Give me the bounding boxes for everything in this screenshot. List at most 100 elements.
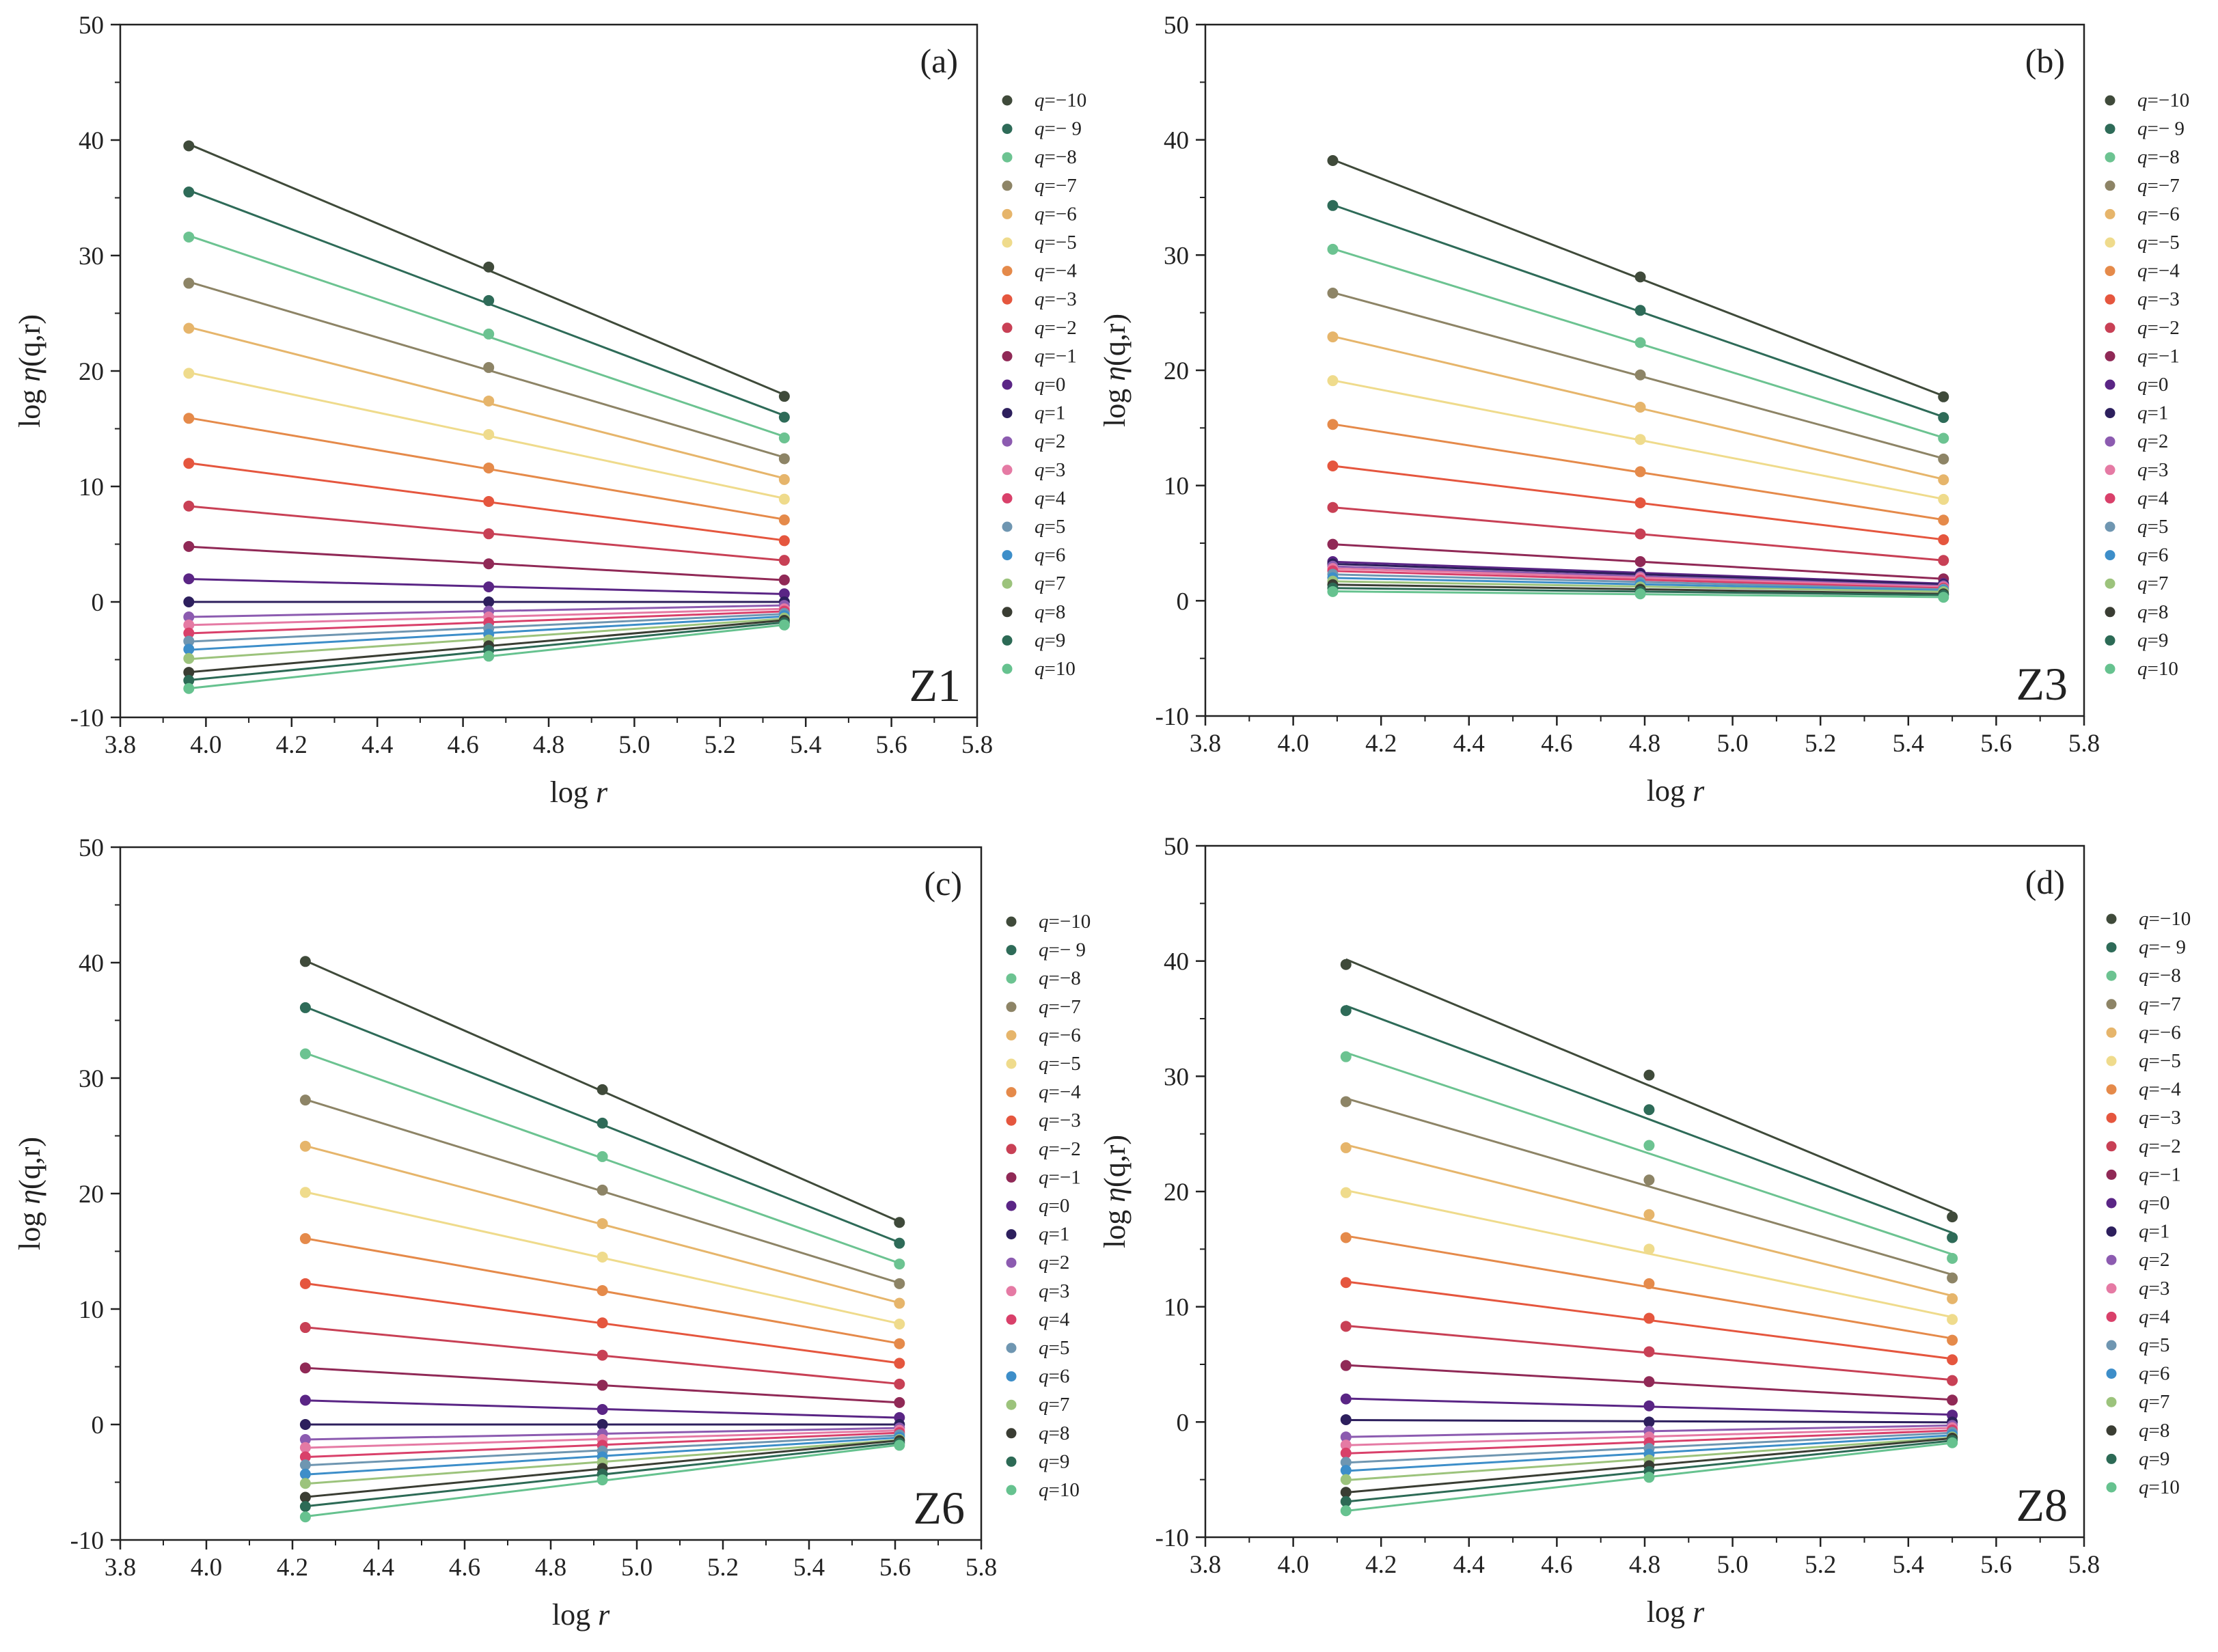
legend-label: q=3: [1035, 459, 1065, 481]
data-point: [1947, 1375, 1958, 1386]
data-point: [1634, 271, 1646, 283]
data-point: [483, 462, 495, 473]
data-point: [299, 1478, 311, 1489]
legend-marker: [1002, 95, 1013, 106]
legend-marker: [1002, 663, 1013, 674]
legend-marker: [1002, 408, 1013, 419]
legend-label: q=−4: [1039, 1082, 1081, 1103]
legend-marker: [1006, 1002, 1017, 1013]
fit-line-q=−10: [1345, 958, 1953, 1213]
data-point: [1643, 1209, 1655, 1220]
legend-marker: [2105, 493, 2116, 504]
legend-label: q=7: [1035, 573, 1065, 594]
zone-label: Z1: [909, 659, 961, 711]
legend-marker: [2105, 663, 2116, 674]
panel-label: (d): [2025, 863, 2065, 901]
legend-marker: [1006, 1371, 1017, 1382]
data-point: [597, 1251, 608, 1263]
y-tick-label: -10: [1155, 1524, 1189, 1552]
legend-label: q=2: [2137, 430, 2168, 452]
data-point: [894, 1396, 905, 1408]
data-point: [1340, 1474, 1352, 1485]
data-point: [1938, 474, 1949, 486]
data-point: [1340, 1447, 1352, 1459]
data-point: [299, 1322, 311, 1334]
legend-marker: [2106, 1368, 2117, 1379]
legend-label: q=5: [2139, 1334, 2169, 1356]
legend-label: q=− 9: [2139, 937, 2186, 959]
x-tick-label: 5.6: [1980, 730, 2012, 758]
data-point: [483, 650, 495, 662]
y-tick-label: 50: [1164, 833, 1189, 861]
fit-line-q=−6: [1345, 1144, 1953, 1297]
legend-label: q=1: [2139, 1221, 2169, 1243]
data-point: [483, 395, 495, 407]
legend-label: q=9: [2137, 629, 2168, 651]
data-point: [597, 1284, 608, 1296]
legend-label: q=−7: [2137, 175, 2180, 197]
legend-label: q=1: [1035, 402, 1065, 424]
data-point: [894, 1318, 905, 1330]
data-point: [483, 558, 495, 570]
legend-label: q=−3: [1035, 288, 1077, 310]
data-point: [483, 528, 495, 540]
data-point: [1327, 501, 1339, 513]
legend-marker: [1006, 1257, 1017, 1268]
data-point: [299, 1511, 311, 1523]
data-point: [183, 627, 195, 639]
legend-marker: [2105, 550, 2116, 561]
data-point: [1340, 959, 1352, 970]
legend-label: q=−4: [2137, 260, 2180, 282]
x-tick-label: 4.8: [1629, 1551, 1660, 1579]
data-point: [778, 493, 790, 505]
legend-label: q=−10: [1035, 90, 1086, 111]
data-point: [1327, 287, 1339, 299]
data-point: [778, 535, 790, 547]
data-point: [1643, 1069, 1655, 1081]
data-point: [1947, 1211, 1958, 1223]
legend-label: q=0: [1035, 374, 1065, 396]
legend-marker: [1006, 1343, 1017, 1353]
data-point: [1643, 1104, 1655, 1116]
legend-label: q=−3: [1039, 1110, 1081, 1131]
legend-label: q=−5: [2139, 1050, 2181, 1072]
data-point: [299, 1233, 311, 1244]
data-point: [1643, 1174, 1655, 1186]
legend-label: q=−4: [2139, 1079, 2181, 1101]
legend-marker: [1006, 1286, 1017, 1297]
x-tick-label: 4.8: [533, 731, 564, 759]
data-point: [183, 140, 195, 152]
legend-marker: [2106, 1283, 2117, 1294]
legend-label: q=8: [1039, 1422, 1069, 1444]
data-point: [1643, 1472, 1655, 1483]
legend-label: q=1: [1039, 1224, 1069, 1245]
legend-label: q=8: [1035, 601, 1065, 623]
y-tick-label: 20: [79, 358, 104, 386]
x-tick-label: 4.4: [1453, 730, 1485, 758]
legend-label: q=−8: [2137, 146, 2180, 168]
x-tick-label: 4.6: [447, 731, 478, 759]
x-tick-label: 3.8: [105, 1554, 136, 1582]
data-point: [1938, 514, 1949, 526]
legend-label: q=10: [1039, 1479, 1080, 1501]
legend-marker: [1002, 152, 1013, 163]
fit-line-q=− 9: [1345, 1004, 1953, 1234]
x-axis-title: log r: [1647, 1595, 1705, 1629]
x-tick-label: 5.0: [621, 1554, 653, 1582]
data-point: [299, 1187, 311, 1198]
x-tick-label: 4.0: [1277, 1551, 1309, 1579]
legend-marker: [2105, 578, 2116, 589]
data-point: [894, 1338, 905, 1349]
x-tick-label: 5.8: [966, 1554, 997, 1582]
data-point: [597, 1151, 608, 1162]
data-point: [894, 1358, 905, 1369]
x-tick-label: 5.2: [707, 1554, 739, 1582]
legend-marker: [2105, 521, 2116, 532]
x-tick-label: 4.6: [1541, 730, 1572, 758]
data-point: [183, 683, 195, 694]
legend-marker: [2106, 1112, 2117, 1123]
legend-marker: [2105, 266, 2116, 277]
legend-label: q=4: [2137, 487, 2169, 509]
legend-marker: [2105, 465, 2116, 476]
data-point: [894, 1217, 905, 1228]
